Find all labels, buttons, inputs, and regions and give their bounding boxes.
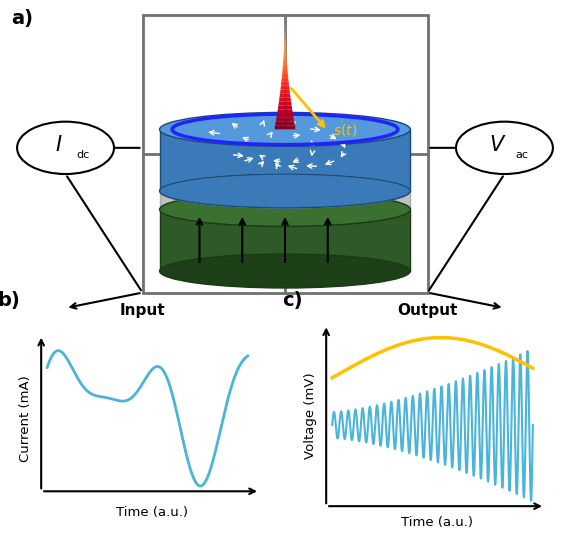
Polygon shape — [282, 73, 288, 78]
Bar — [160, 191, 410, 210]
Polygon shape — [279, 97, 291, 101]
Title: Output: Output — [397, 303, 458, 318]
Text: $s(t)$: $s(t)$ — [333, 123, 358, 139]
Polygon shape — [276, 117, 294, 122]
Polygon shape — [276, 113, 294, 117]
Polygon shape — [284, 33, 286, 37]
Ellipse shape — [160, 174, 410, 208]
Bar — [160, 210, 410, 271]
Circle shape — [17, 122, 114, 174]
Text: b): b) — [0, 292, 20, 310]
Polygon shape — [278, 106, 292, 109]
Text: $V$: $V$ — [489, 135, 506, 156]
Text: Voltage (mV): Voltage (mV) — [304, 372, 316, 459]
Polygon shape — [282, 78, 288, 81]
Polygon shape — [278, 101, 292, 106]
Polygon shape — [275, 125, 295, 129]
Title: Input: Input — [120, 303, 165, 318]
Text: Time (a.u.): Time (a.u.) — [116, 505, 188, 519]
Polygon shape — [277, 109, 293, 113]
Polygon shape — [284, 45, 286, 50]
Polygon shape — [283, 53, 287, 57]
Polygon shape — [279, 94, 291, 97]
Bar — [142, 15, 428, 293]
Polygon shape — [281, 81, 289, 85]
Circle shape — [456, 122, 553, 174]
Polygon shape — [282, 69, 288, 73]
Polygon shape — [280, 85, 290, 89]
Text: Current (mA): Current (mA) — [19, 375, 31, 461]
Ellipse shape — [160, 174, 410, 208]
Polygon shape — [284, 37, 286, 41]
Polygon shape — [284, 41, 286, 45]
Ellipse shape — [160, 112, 410, 146]
Polygon shape — [283, 65, 288, 69]
Polygon shape — [283, 61, 287, 65]
Polygon shape — [284, 25, 285, 29]
Text: $I$: $I$ — [55, 135, 63, 156]
Ellipse shape — [160, 192, 410, 227]
Polygon shape — [275, 122, 295, 125]
Text: ac: ac — [515, 150, 528, 160]
Polygon shape — [280, 89, 290, 94]
Text: Time (a.u.): Time (a.u.) — [401, 516, 473, 529]
Text: dc: dc — [76, 150, 89, 160]
Polygon shape — [284, 29, 286, 33]
Bar — [160, 129, 410, 191]
Polygon shape — [284, 50, 286, 53]
Text: a): a) — [11, 9, 34, 28]
Polygon shape — [283, 57, 287, 61]
Text: c): c) — [282, 292, 303, 310]
Ellipse shape — [160, 254, 410, 288]
